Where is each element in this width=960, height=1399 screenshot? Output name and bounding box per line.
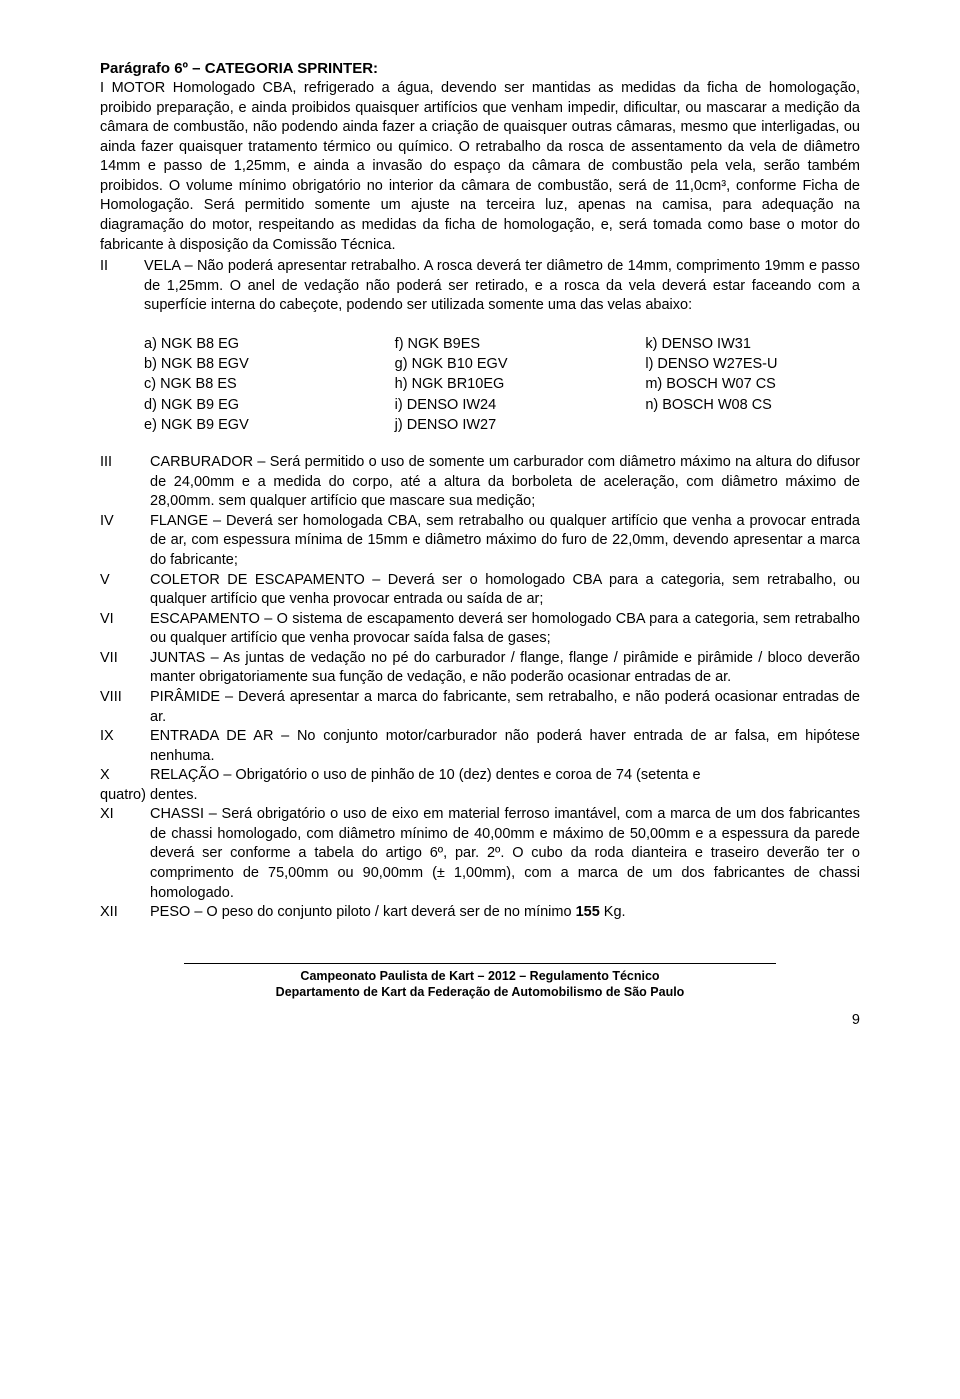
section-ix: IXENTRADA DE AR – No conjunto motor/carb…	[100, 727, 860, 766]
list-item: m) BOSCH W07 CS	[645, 374, 816, 394]
list-item: i) DENSO IW24	[395, 395, 566, 415]
section-text: RELAÇÃO – Obrigatório o uso de pinhão de…	[150, 767, 701, 783]
page-number: 9	[100, 1012, 860, 1028]
section-iii: IIICARBURADOR – Será permitido o uso de …	[100, 453, 860, 512]
col-2: f) NGK B9ES g) NGK B10 EGV h) NGK BR10EG…	[395, 334, 566, 435]
roman-num: VII	[100, 649, 150, 669]
xii-pre: PESO – O peso do conjunto piloto / kart …	[150, 904, 576, 920]
list-item: l) DENSO W27ES-U	[645, 354, 816, 374]
section-iv: IVFLANGE – Deverá ser homologada CBA, se…	[100, 512, 860, 571]
roman-num: IX	[100, 727, 150, 747]
section-x-line1: XRELAÇÃO – Obrigatório o uso de pinhão d…	[100, 766, 860, 786]
list-item: j) DENSO IW27	[395, 415, 566, 435]
section-xii: XIIPESO – O peso do conjunto piloto / ka…	[100, 903, 860, 923]
roman-num: X	[100, 766, 150, 786]
col-1: a) NGK B8 EG b) NGK B8 EGV c) NGK B8 ES …	[144, 334, 315, 435]
footer: Campeonato Paulista de Kart – 2012 – Reg…	[100, 963, 860, 1001]
section-i-motor: I MOTOR Homologado CBA, refrigerado a ág…	[100, 79, 860, 255]
roman-sections: IIICARBURADOR – Será permitido o uso de …	[100, 453, 860, 923]
list-item: b) NGK B8 EGV	[144, 354, 315, 374]
roman-ii: II	[100, 257, 144, 277]
paragraph-title: Parágrafo 6º – CATEGORIA SPRINTER:	[100, 60, 860, 77]
roman-num: III	[100, 453, 150, 473]
section-vi: VIESCAPAMENTO – O sistema de escapamento…	[100, 610, 860, 649]
roman-num: V	[100, 571, 150, 591]
section-xi: XICHASSI – Será obrigatório o uso de eix…	[100, 805, 860, 903]
list-item: h) NGK BR10EG	[395, 374, 566, 394]
section-text: CHASSI – Será obrigatório o uso de eixo …	[150, 806, 860, 900]
footer-divider	[184, 963, 777, 964]
roman-num: IV	[100, 512, 150, 532]
list-item: g) NGK B10 EGV	[395, 354, 566, 374]
section-text: JUNTAS – As juntas de vedação no pé do c…	[150, 650, 860, 686]
section-text: ENTRADA DE AR – No conjunto motor/carbur…	[150, 728, 860, 764]
list-item: d) NGK B9 EG	[144, 395, 315, 415]
list-item: n) BOSCH W08 CS	[645, 395, 816, 415]
footer-line2: Departamento de Kart da Federação de Aut…	[100, 984, 860, 1000]
section-text: PIRÂMIDE – Deverá apresentar a marca do …	[150, 689, 860, 725]
roman-num: XII	[100, 903, 150, 923]
roman-num: VI	[100, 610, 150, 630]
section-text: CARBURADOR – Será permitido o uso de som…	[150, 454, 860, 509]
section-viii: VIIIPIRÂMIDE – Deverá apresentar a marca…	[100, 688, 860, 727]
spark-plug-columns: a) NGK B8 EG b) NGK B8 EGV c) NGK B8 ES …	[144, 334, 816, 435]
list-item: a) NGK B8 EG	[144, 334, 315, 354]
section-text: COLETOR DE ESCAPAMENTO – Deverá ser o ho…	[150, 572, 860, 608]
section-ii-vela: IIVELA – Não poderá apresentar retrabalh…	[100, 257, 860, 316]
list-item: e) NGK B9 EGV	[144, 415, 315, 435]
section-text: FLANGE – Deverá ser homologada CBA, sem …	[150, 513, 860, 568]
section-v: VCOLETOR DE ESCAPAMENTO – Deverá ser o h…	[100, 571, 860, 610]
section-text: ESCAPAMENTO – O sistema de escapamento d…	[150, 611, 860, 647]
xii-post: Kg.	[600, 904, 626, 920]
section-vii: VIIJUNTAS – As juntas de vedação no pé d…	[100, 649, 860, 688]
section-ii-text: VELA – Não poderá apresentar retrabalho.…	[144, 258, 860, 313]
xii-weight: 155	[576, 904, 600, 920]
list-item: k) DENSO IW31	[645, 334, 816, 354]
roman-num: XI	[100, 805, 150, 825]
list-item: c) NGK B8 ES	[144, 374, 315, 394]
section-x-line2: quatro) dentes.	[100, 786, 860, 806]
col-3: k) DENSO IW31 l) DENSO W27ES-U m) BOSCH …	[645, 334, 816, 435]
roman-num: VIII	[100, 688, 150, 708]
list-item: f) NGK B9ES	[395, 334, 566, 354]
footer-line1: Campeonato Paulista de Kart – 2012 – Reg…	[100, 968, 860, 984]
